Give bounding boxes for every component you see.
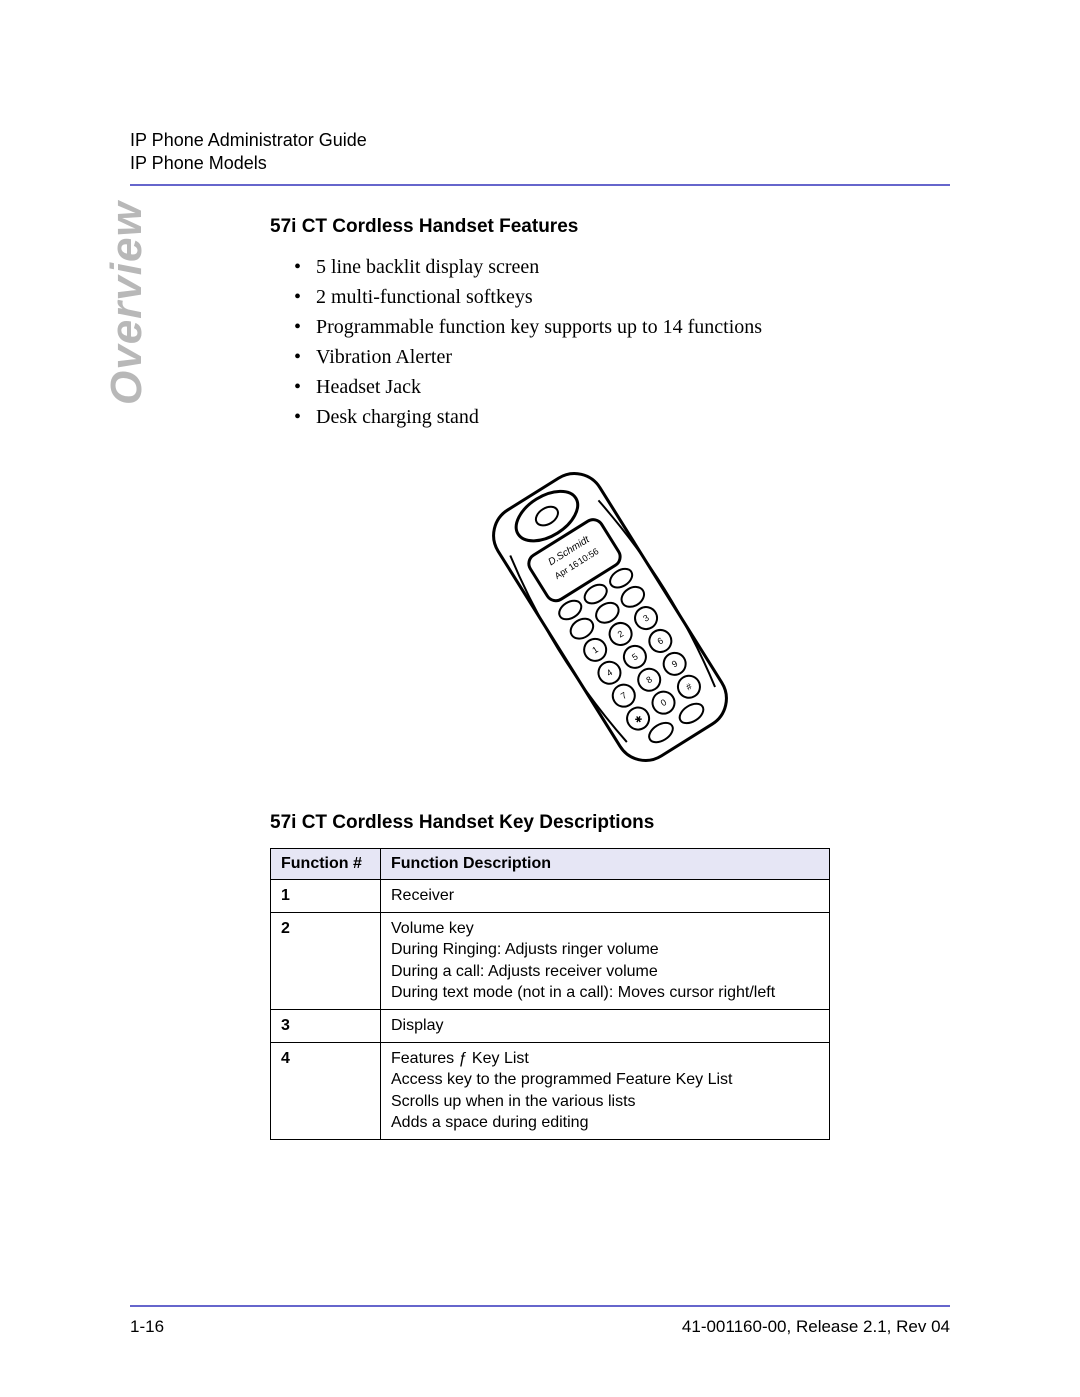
feature-item: Headset Jack bbox=[294, 372, 950, 402]
table-row: 3 Display bbox=[271, 1009, 830, 1042]
page-footer: 1-16 41-001160-00, Release 2.1, Rev 04 bbox=[130, 1317, 950, 1337]
page-header: IP Phone Administrator Guide IP Phone Mo… bbox=[130, 130, 950, 186]
cell-fn-desc: Display bbox=[381, 1009, 830, 1042]
header-rule bbox=[130, 184, 950, 186]
cell-fn-num: 2 bbox=[271, 912, 381, 1009]
key-description-table: Function # Function Description 1 Receiv… bbox=[270, 848, 830, 1140]
features-list: 5 line backlit display screen 2 multi-fu… bbox=[270, 252, 950, 432]
feature-item: 5 line backlit display screen bbox=[294, 252, 950, 282]
col-function-num: Function # bbox=[271, 849, 381, 880]
document-page: IP Phone Administrator Guide IP Phone Mo… bbox=[0, 0, 1080, 1397]
handset-illustration: D.Schmidt Apr 16 10:56 1 2 bbox=[460, 452, 760, 782]
feature-item: Vibration Alerter bbox=[294, 342, 950, 372]
cell-fn-desc: Receiver bbox=[381, 880, 830, 913]
table-row: 4 Features ƒ Key ListAccess key to the p… bbox=[271, 1042, 830, 1139]
cell-fn-num: 3 bbox=[271, 1009, 381, 1042]
cell-fn-desc: Features ƒ Key ListAccess key to the pro… bbox=[381, 1042, 830, 1139]
side-tab-label: Overview bbox=[102, 201, 152, 405]
key-desc-heading: 57i CT Cordless Handset Key Descriptions bbox=[270, 812, 950, 834]
cell-fn-desc: Volume keyDuring Ringing: Adjusts ringer… bbox=[381, 912, 830, 1009]
feature-item: 2 multi-functional softkeys bbox=[294, 282, 950, 312]
footer-rule bbox=[130, 1305, 950, 1307]
page-content: 57i CT Cordless Handset Features 5 line … bbox=[270, 216, 950, 1140]
footer-doc-id: 41-001160-00, Release 2.1, Rev 04 bbox=[682, 1317, 950, 1337]
feature-item: Programmable function key supports up to… bbox=[294, 312, 950, 342]
footer-page-num: 1-16 bbox=[130, 1317, 164, 1337]
features-heading: 57i CT Cordless Handset Features bbox=[270, 216, 950, 238]
header-title-2: IP Phone Models bbox=[130, 153, 950, 174]
col-function-desc: Function Description bbox=[381, 849, 830, 880]
table-row: 2 Volume keyDuring Ringing: Adjusts ring… bbox=[271, 912, 830, 1009]
feature-item: Desk charging stand bbox=[294, 402, 950, 432]
cell-fn-num: 4 bbox=[271, 1042, 381, 1139]
header-title-1: IP Phone Administrator Guide bbox=[130, 130, 950, 151]
table-header-row: Function # Function Description bbox=[271, 849, 830, 880]
table-row: 1 Receiver bbox=[271, 880, 830, 913]
cell-fn-num: 1 bbox=[271, 880, 381, 913]
